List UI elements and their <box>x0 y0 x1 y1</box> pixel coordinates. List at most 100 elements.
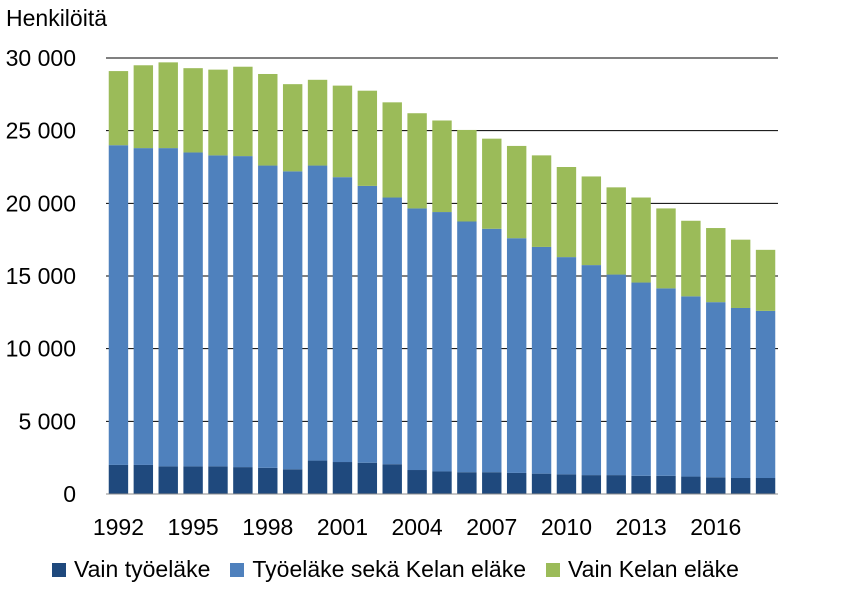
legend-label-tyoelake-seka-kelan-elake: Työeläke sekä Kelan eläke <box>252 556 527 582</box>
x-tick-label: 2007 <box>466 514 517 540</box>
x-tick-label: 2001 <box>317 514 368 540</box>
bar-segment <box>482 228 502 473</box>
bar-segment <box>432 212 452 472</box>
bar-segment <box>706 477 726 494</box>
bar-segment <box>755 310 776 479</box>
legend-swatch-vain-tyoelake <box>52 562 66 577</box>
bar-segment <box>183 152 203 467</box>
bar-segment <box>357 90 378 186</box>
bar-segment <box>133 65 154 149</box>
bar-segment <box>108 145 129 465</box>
y-tick-label: 10 000 <box>6 336 76 362</box>
bar-segment <box>506 238 527 473</box>
bar-segment <box>332 462 353 494</box>
x-tick-label: 1998 <box>242 514 293 540</box>
bar-segment <box>108 71 129 146</box>
bar-segment <box>556 167 577 258</box>
bar-segment <box>133 148 154 465</box>
bar-segment <box>407 113 427 209</box>
bar-segment <box>282 84 303 172</box>
y-axis-ticks: 0 5 000 10 000 15 000 20 000 25 000 30 000 <box>6 45 76 507</box>
bar-segment <box>606 475 626 494</box>
legend-swatch-tyoelake-seka-kelan-elake <box>230 562 245 577</box>
bar-segment <box>506 472 527 494</box>
bar-segment <box>457 221 477 473</box>
bar-segment <box>706 302 726 478</box>
legend-item-tyoelake-seka-kelan-elake: Työeläke sekä Kelan eläke <box>230 556 526 583</box>
bar-segment <box>556 474 577 494</box>
bar-segment <box>506 145 527 239</box>
bar-segment <box>656 475 676 494</box>
bar-segment <box>282 469 303 494</box>
y-tick-label: 5 000 <box>18 408 76 434</box>
bar-segment <box>581 475 602 494</box>
bar-segment <box>258 467 278 494</box>
legend-label-vain-tyoelake: Vain työeläke <box>74 556 211 582</box>
bar-segment <box>482 472 502 494</box>
bar-segment <box>208 466 228 494</box>
bar-segment <box>531 155 552 247</box>
bar-segment <box>681 296 701 477</box>
y-tick-label: 0 <box>63 481 76 507</box>
bar-segment <box>606 274 626 476</box>
legend-item-vain-kelan-elake: Vain Kelan eläke <box>546 556 739 583</box>
bar-segment <box>681 220 701 297</box>
bar-segment <box>656 288 676 476</box>
x-tick-label: 2013 <box>616 514 667 540</box>
bar-segment <box>631 475 651 494</box>
x-tick-label: 2010 <box>541 514 592 540</box>
bar-segment <box>208 69 228 156</box>
bar-segment <box>382 464 402 494</box>
bar-segment <box>407 208 427 471</box>
y-axis-label: Henkilöitä <box>6 5 107 31</box>
bar-segment <box>258 73 278 166</box>
bar-segment <box>183 466 203 494</box>
bar-segment <box>258 165 278 468</box>
legend-label-vain-kelan-elake: Vain Kelan eläke <box>568 556 739 582</box>
bar-segment <box>332 85 353 178</box>
x-tick-label: 1995 <box>168 514 219 540</box>
bar-segment <box>357 462 378 494</box>
bar-segment <box>457 129 477 222</box>
bar-segment <box>706 228 726 303</box>
bar-segment <box>357 185 378 463</box>
bar-segment <box>233 66 253 157</box>
bar-segment <box>730 239 751 308</box>
bar-segment <box>730 307 751 479</box>
bar-segment <box>531 246 552 474</box>
bar-segment <box>556 257 577 475</box>
bar-segment <box>631 197 651 283</box>
bar-segment <box>457 472 477 494</box>
x-tick-label: 2016 <box>690 514 741 540</box>
legend-swatch-vain-kelan-elake <box>546 562 561 577</box>
y-tick-label: 15 000 <box>6 263 76 289</box>
bar-segment <box>432 120 452 213</box>
y-tick-label: 25 000 <box>6 118 76 144</box>
bars <box>108 62 776 494</box>
bar-segment <box>158 148 178 467</box>
bar-segment <box>108 464 129 494</box>
bar-segment <box>606 187 626 275</box>
bar-segment <box>482 138 502 229</box>
bar-segment <box>432 471 452 494</box>
legend-item-vain-tyoelake: Vain työeläke <box>52 556 210 583</box>
bar-segment <box>233 156 253 468</box>
bar-segment <box>581 176 602 266</box>
x-tick-label: 2004 <box>392 514 443 540</box>
bar-segment <box>531 473 552 494</box>
bar-segment <box>307 79 328 166</box>
bar-segment <box>407 470 427 494</box>
bar-segment <box>631 282 651 476</box>
bar-segment <box>307 165 328 461</box>
bar-segment <box>755 478 776 494</box>
bar-segment <box>158 466 178 494</box>
bar-segment <box>681 476 701 494</box>
legend: Vain työeläke Työeläke sekä Kelan eläke … <box>52 556 759 583</box>
y-tick-label: 20 000 <box>6 190 76 216</box>
x-tick-label: 1992 <box>93 514 144 540</box>
bar-segment <box>755 249 776 311</box>
x-axis-ticks: 1992 1995 1998 2001 2004 2007 2010 2013 2016 <box>93 514 742 540</box>
bar-segment <box>382 197 402 465</box>
bar-segment <box>581 265 602 476</box>
